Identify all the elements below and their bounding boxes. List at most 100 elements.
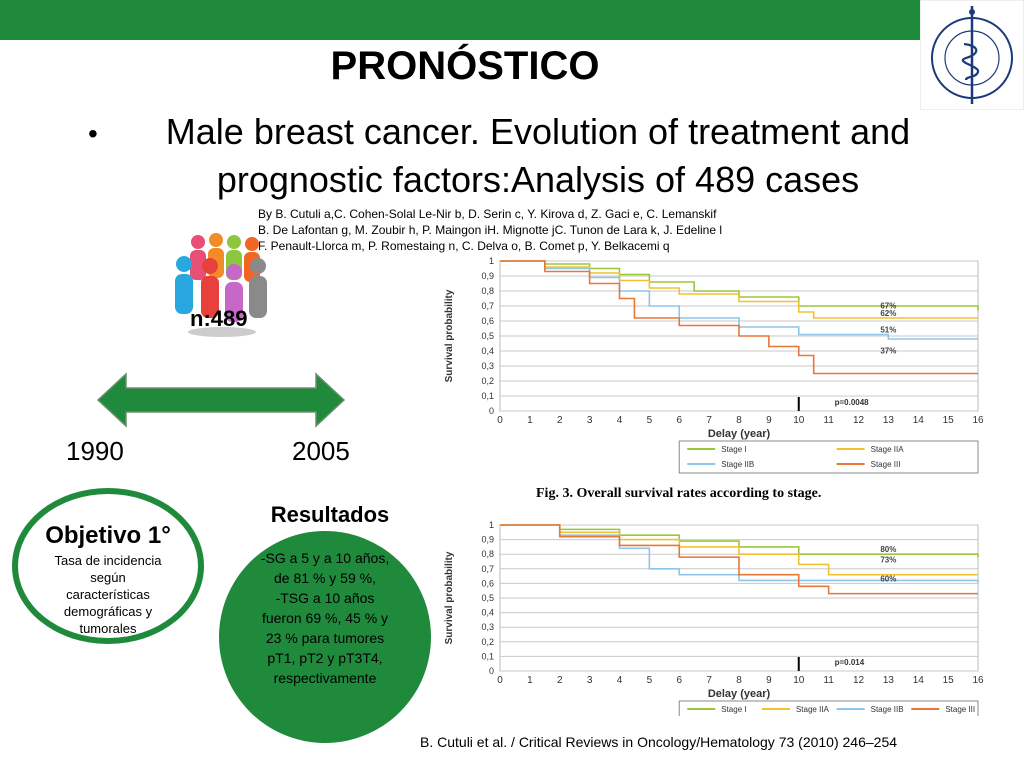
survival-curve-stage-iib bbox=[500, 260, 978, 340]
y-axis-label: Survival probability bbox=[444, 551, 455, 644]
y-tick-label: 0,7 bbox=[481, 564, 494, 574]
x-tick-label: 0 bbox=[497, 675, 503, 686]
year-start: 1990 bbox=[66, 436, 124, 466]
y-tick-label: 0,8 bbox=[481, 549, 494, 559]
x-tick-label: 15 bbox=[943, 415, 955, 426]
legend-label: Stage I bbox=[721, 705, 746, 714]
x-tick-label: 14 bbox=[913, 675, 925, 686]
results-line: de 81 % y 59 %, bbox=[274, 570, 376, 586]
survival-curve-stage-iii bbox=[500, 524, 978, 595]
results-oval bbox=[219, 531, 431, 743]
y-tick-label: 0,4 bbox=[481, 608, 494, 618]
people-group-icon bbox=[175, 233, 267, 337]
y-tick-label: 0,1 bbox=[481, 391, 494, 401]
curve-annotation: 80% bbox=[880, 545, 896, 554]
x-tick-label: 1 bbox=[527, 415, 533, 426]
objective-box: Objetivo 1° Tasa de incidencia según car… bbox=[22, 522, 194, 637]
results-line: fueron 69 %, 45 % y bbox=[261, 610, 389, 626]
y-tick-label: 0,3 bbox=[481, 361, 494, 371]
objective-line: según bbox=[90, 570, 126, 585]
x-tick-label: 10 bbox=[793, 415, 805, 426]
y-tick-label: 0 bbox=[489, 406, 494, 416]
x-tick-label: 5 bbox=[647, 675, 653, 686]
author-list: By B. Cutuli a,C. Cohen-Solal Le-Nir b, … bbox=[258, 206, 858, 254]
objective-title: Objetivo 1° bbox=[45, 522, 171, 549]
x-tick-label: 7 bbox=[706, 415, 712, 426]
survival-curve-stage-iia bbox=[500, 260, 978, 319]
x-tick-label: 5 bbox=[647, 415, 653, 426]
y-tick-label: 0,6 bbox=[481, 316, 494, 326]
curve-annotation: 51% bbox=[880, 326, 896, 335]
x-tick-label: 1 bbox=[527, 675, 533, 686]
results-line: pT1, pT2 y pT3T4, bbox=[267, 650, 383, 666]
x-tick-label: 3 bbox=[587, 675, 593, 686]
author-line: B. De Lafontan g, M. Zoubir h, P. Maingo… bbox=[258, 223, 723, 237]
x-tick-label: 12 bbox=[853, 675, 865, 686]
y-tick-label: 0,6 bbox=[481, 578, 494, 588]
bullet-dot: • bbox=[88, 118, 98, 149]
y-tick-label: 0,9 bbox=[481, 271, 494, 281]
year-end: 2005 bbox=[292, 436, 350, 466]
x-tick-label: 8 bbox=[736, 415, 742, 426]
curve-annotation: 60% bbox=[880, 574, 896, 583]
x-tick-label: 4 bbox=[617, 675, 623, 686]
author-line: F. Penault-Llorca m, P. Romestaing n, C.… bbox=[258, 239, 670, 253]
legend-label: Stage IIA bbox=[871, 445, 905, 454]
x-tick-label: 15 bbox=[943, 675, 955, 686]
objective-line: características bbox=[66, 587, 150, 602]
results-line: -TSG a 10 años bbox=[275, 590, 375, 606]
y-tick-label: 1 bbox=[489, 520, 494, 530]
x-tick-label: 11 bbox=[823, 415, 834, 426]
figure-caption: Fig. 3. Overall survival rates according… bbox=[536, 486, 822, 501]
legend-box bbox=[678, 440, 979, 474]
x-tick-label: 9 bbox=[766, 675, 772, 686]
y-tick-label: 1 bbox=[489, 256, 494, 266]
results-box: -SG a 5 y a 10 años, de 81 % y 59 %, -TS… bbox=[232, 548, 418, 688]
y-tick-label: 0,2 bbox=[481, 637, 494, 647]
results-line: 23 % para tumores bbox=[265, 630, 385, 646]
x-axis-label: Delay (year) bbox=[708, 428, 771, 440]
x-tick-label: 10 bbox=[793, 675, 805, 686]
curve-annotation: 62% bbox=[880, 309, 896, 318]
y-tick-label: 0,5 bbox=[481, 593, 494, 603]
citation: B. Cutuli et al. / Critical Reviews in O… bbox=[420, 734, 898, 750]
x-tick-label: 4 bbox=[617, 415, 623, 426]
legend-label: Stage III bbox=[871, 460, 901, 469]
y-tick-label: 0,9 bbox=[481, 535, 494, 545]
x-tick-label: 16 bbox=[972, 675, 984, 686]
legend-box bbox=[678, 700, 979, 716]
y-tick-label: 0,2 bbox=[481, 376, 494, 386]
y-tick-label: 0,1 bbox=[481, 651, 494, 661]
p-value: p=0.0048 bbox=[835, 398, 870, 407]
p-value: p=0.014 bbox=[835, 658, 865, 667]
survival-curve-stage-iii bbox=[500, 260, 978, 375]
institution-logo bbox=[920, 0, 1024, 110]
y-tick-label: 0,8 bbox=[481, 286, 494, 296]
survival-chart-stage: 00,10,20,30,40,50,60,70,80,910 1 2 3 4 5 6 7 8 9 1… bbox=[444, 256, 984, 474]
x-axis-label: Delay (year) bbox=[708, 688, 771, 700]
legend-label: Stage I bbox=[721, 445, 746, 454]
x-tick-label: 13 bbox=[883, 415, 895, 426]
legend-label: Stage III bbox=[945, 705, 975, 714]
slide-title: PRONÓSTICO bbox=[330, 44, 600, 88]
x-tick-label: 2 bbox=[557, 675, 563, 686]
double-arrow-icon bbox=[96, 372, 346, 428]
objective-line: Tasa de incidencia bbox=[54, 553, 162, 568]
x-tick-label: 12 bbox=[853, 415, 865, 426]
survival-curve-stage-iia bbox=[500, 524, 978, 576]
y-tick-label: 0 bbox=[489, 666, 494, 676]
x-tick-label: 8 bbox=[736, 675, 742, 686]
objective-oval bbox=[12, 488, 204, 644]
legend-label: Stage IIB bbox=[871, 705, 904, 714]
x-tick-label: 6 bbox=[676, 675, 682, 686]
x-tick-label: 0 bbox=[497, 415, 503, 426]
objective-line: tumorales bbox=[79, 621, 137, 636]
y-tick-label: 0,4 bbox=[481, 346, 494, 356]
legend-label: Stage IIB bbox=[721, 460, 754, 469]
x-tick-label: 7 bbox=[706, 675, 712, 686]
x-tick-label: 9 bbox=[766, 415, 772, 426]
x-tick-label: 11 bbox=[823, 675, 834, 686]
top-banner bbox=[0, 0, 920, 40]
objective-line: demográficas y bbox=[63, 604, 153, 619]
sample-size-label: n:489 bbox=[190, 306, 248, 331]
